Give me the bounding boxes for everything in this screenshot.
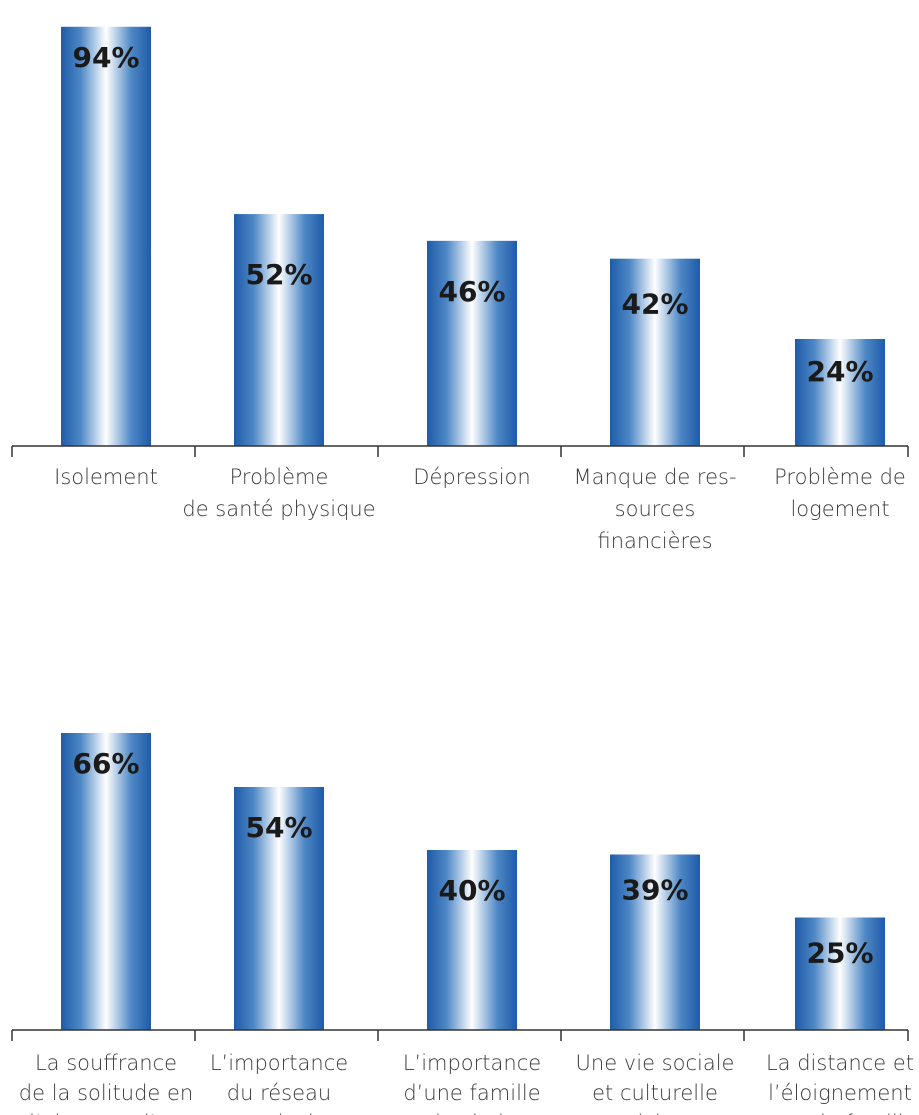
value-label-1: 94% bbox=[72, 41, 139, 74]
category-label-5: Problème de logement bbox=[774, 465, 906, 521]
category-label-1: Isolement bbox=[54, 465, 158, 489]
bar-2 bbox=[234, 214, 324, 446]
bar-1 bbox=[61, 26, 151, 446]
value-label-1: 66% bbox=[72, 747, 139, 780]
category-label-2: Problème de santé physique bbox=[182, 465, 375, 521]
bar-3 bbox=[427, 240, 517, 446]
value-label-3: 46% bbox=[438, 275, 505, 308]
bar-1 bbox=[61, 733, 151, 1030]
bar-4 bbox=[610, 258, 700, 446]
value-label-4: 42% bbox=[621, 288, 688, 321]
bar-4 bbox=[610, 854, 700, 1030]
value-label-5: 24% bbox=[806, 355, 873, 388]
chart-bottom: 66% 54% 40% 39% 25% La souffrance de la solitu… bbox=[11, 733, 917, 1115]
value-label-5: 25% bbox=[806, 937, 873, 970]
value-label-4: 39% bbox=[621, 874, 688, 907]
category-label-4: Manque de res-sources financières bbox=[573, 465, 736, 553]
category-label-3: Dépression bbox=[413, 465, 530, 489]
bar-3 bbox=[427, 850, 517, 1030]
bar-5 bbox=[795, 917, 885, 1030]
value-label-2: 54% bbox=[245, 811, 312, 844]
value-label-3: 40% bbox=[438, 874, 505, 907]
bar-5 bbox=[795, 338, 885, 446]
bar-2 bbox=[234, 787, 324, 1030]
value-label-2: 52% bbox=[245, 258, 312, 291]
chart-top: 94% 52% 46% 42% 24% Isolement Problème de santé… bbox=[11, 26, 909, 553]
category-label-5: La distance etl’éloignementavec la famil… bbox=[764, 1051, 917, 1115]
